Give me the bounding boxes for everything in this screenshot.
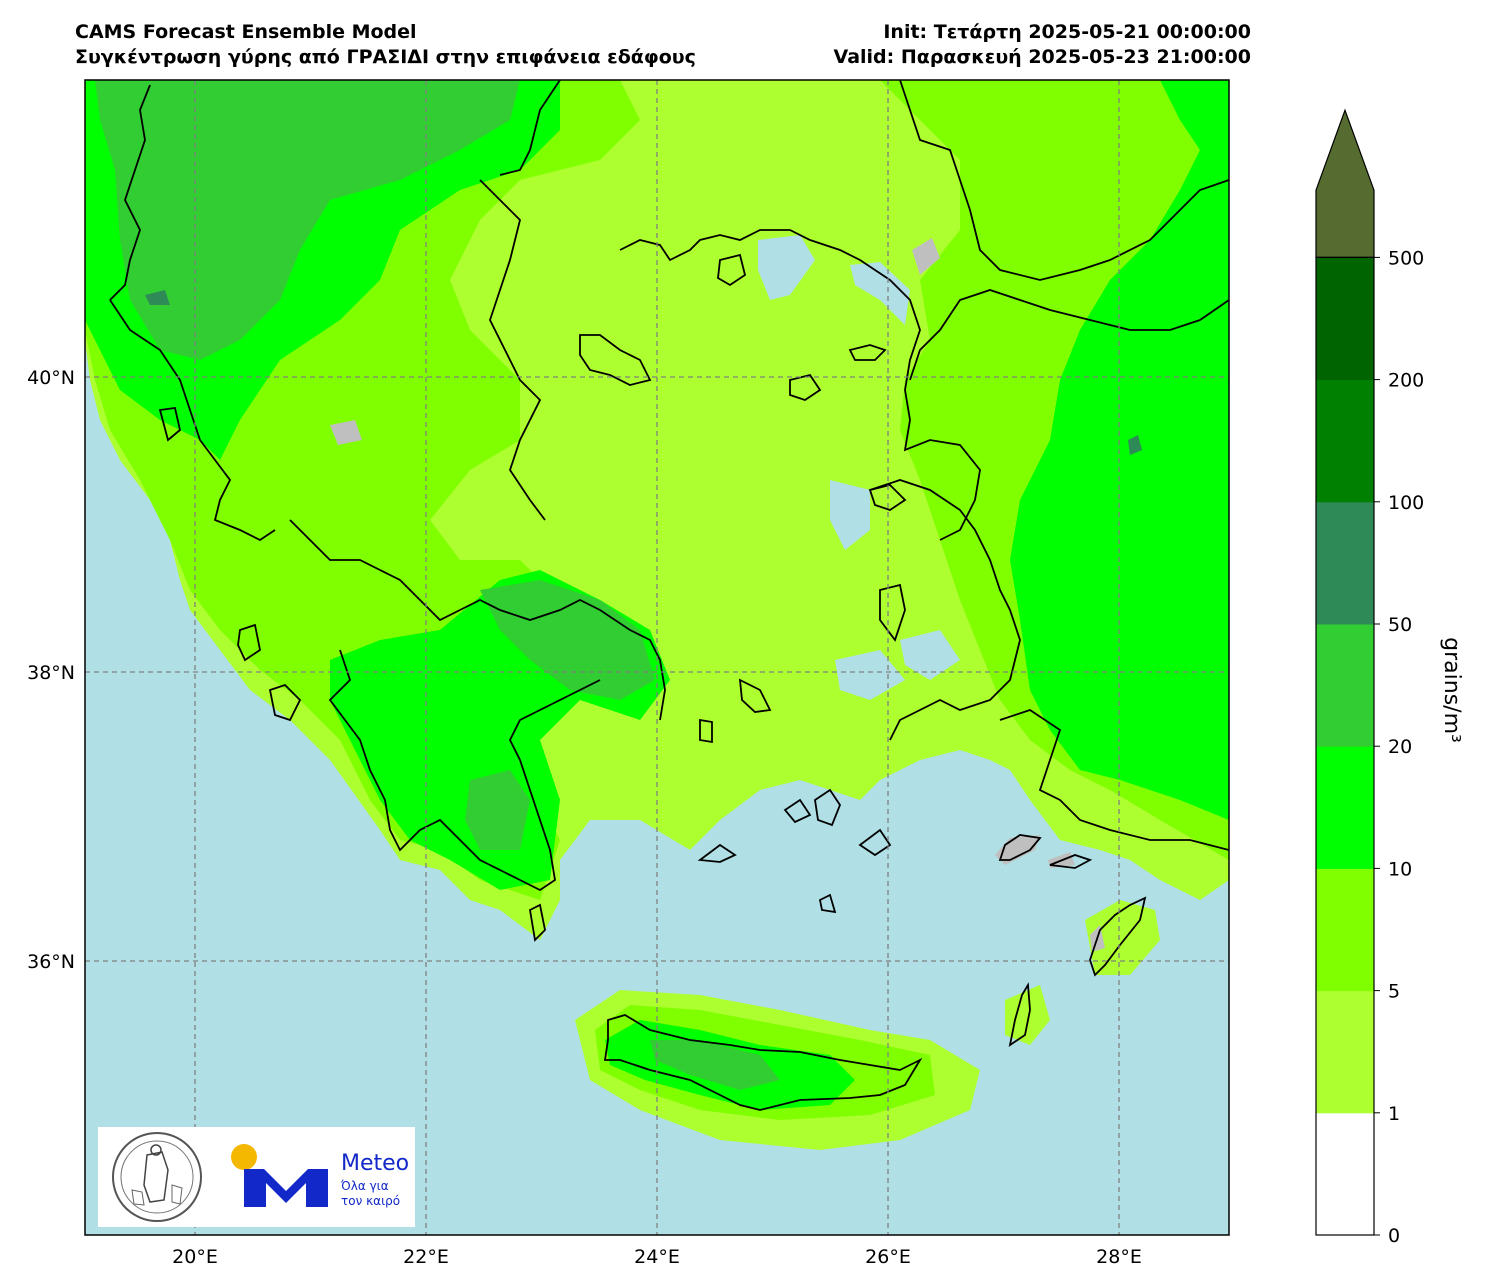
colorbar-level-label: 1: [1388, 1103, 1400, 1125]
colorbar-level-label: 0: [1388, 1225, 1400, 1247]
lon-ticks: 20°E 22°E 24°E 26°E 28°E: [172, 1246, 1142, 1268]
colorbar-level-label: 20: [1388, 736, 1412, 758]
meteo-logo-icon: [231, 1144, 328, 1207]
observatory-seal-icon: [112, 1132, 202, 1222]
colorbar-level-label: 50: [1388, 614, 1412, 636]
nodata-patch-1: [330, 420, 362, 445]
map-subtitle: Συγκέντρωση γύρης από ΓΡΑΣΙΔΙ στην επιφά…: [75, 46, 696, 68]
pollen-field-rhodes: [1085, 900, 1160, 975]
colorbar-level-label: 500: [1388, 247, 1424, 269]
colorbar-band: [1316, 868, 1374, 992]
colorbar-level-label: 10: [1388, 858, 1412, 880]
colorbar-band: [1316, 746, 1374, 869]
pollen-field-peak-2: [1128, 435, 1142, 455]
pollen-field-vhigh-pelop: [480, 580, 655, 700]
map-frame: [84, 79, 1230, 1236]
meteo-name: Meteo: [341, 1151, 410, 1176]
sea-inlet-aegean: [830, 480, 870, 550]
pollen-field-vhigh-crete: [650, 1040, 780, 1090]
colorbar-level-label: 100: [1388, 492, 1424, 514]
pollen-field-karpathos: [1005, 985, 1050, 1045]
meteo-tagline-2: τον καιρό: [341, 1194, 401, 1208]
lon-tick-24: 24°E: [634, 1246, 680, 1268]
logo-panel: Meteo Όλα για τον καιρό: [98, 1127, 415, 1227]
pollen-field-vhigh: [95, 80, 520, 360]
gulf-thermaikos: [758, 235, 815, 300]
coastlines: [109, 80, 1229, 1111]
colorbar-band: [1316, 1112, 1374, 1236]
colorbar-level-label: 200: [1388, 370, 1424, 392]
valid-time: Valid: Παρασκευή 2025-05-23 21:00:00: [833, 46, 1251, 68]
sea-inlet-central-2: [900, 630, 960, 680]
lat-tick-40: 40°N: [27, 367, 75, 389]
colorbar-level-label: 5: [1388, 981, 1400, 1003]
lat-tick-36: 36°N: [27, 951, 75, 973]
colorbar-unit: grains/m³: [1439, 637, 1464, 743]
graticule: [85, 80, 1229, 1235]
lon-tick-26: 26°E: [865, 1246, 911, 1268]
colorbar-band: [1316, 501, 1374, 625]
colorbar: 0 1 5 10 20 50 100 200 500 grains/m³: [1315, 108, 1464, 1247]
colorbar-band: [1316, 990, 1374, 1114]
lon-tick-20: 20°E: [172, 1246, 218, 1268]
lat-ticks: 40°N 38°N 36°N: [27, 367, 75, 973]
sea-inlet-north: [850, 262, 910, 325]
colorbar-band: [1316, 379, 1374, 503]
map-field: [85, 80, 1229, 1235]
meteo-tagline-1: Όλα για: [341, 1179, 389, 1193]
colorbar-band: [1316, 257, 1374, 381]
model-title: CAMS Forecast Ensemble Model: [75, 21, 417, 43]
init-time: Init: Τετάρτη 2025-05-21 00:00:00: [883, 21, 1251, 43]
lat-tick-38: 38°N: [27, 662, 75, 684]
nodata-patch-2: [912, 238, 940, 275]
colorbar-extend-arrow: [1315, 108, 1375, 258]
pollen-field-vhigh-mess: [465, 770, 530, 850]
lon-tick-22: 22°E: [403, 1246, 449, 1268]
lon-tick-28: 28°E: [1096, 1246, 1142, 1268]
colorbar-band: [1316, 624, 1374, 747]
nodata-patch-3: [995, 835, 1040, 865]
pollen-field-peak-1: [145, 290, 170, 305]
